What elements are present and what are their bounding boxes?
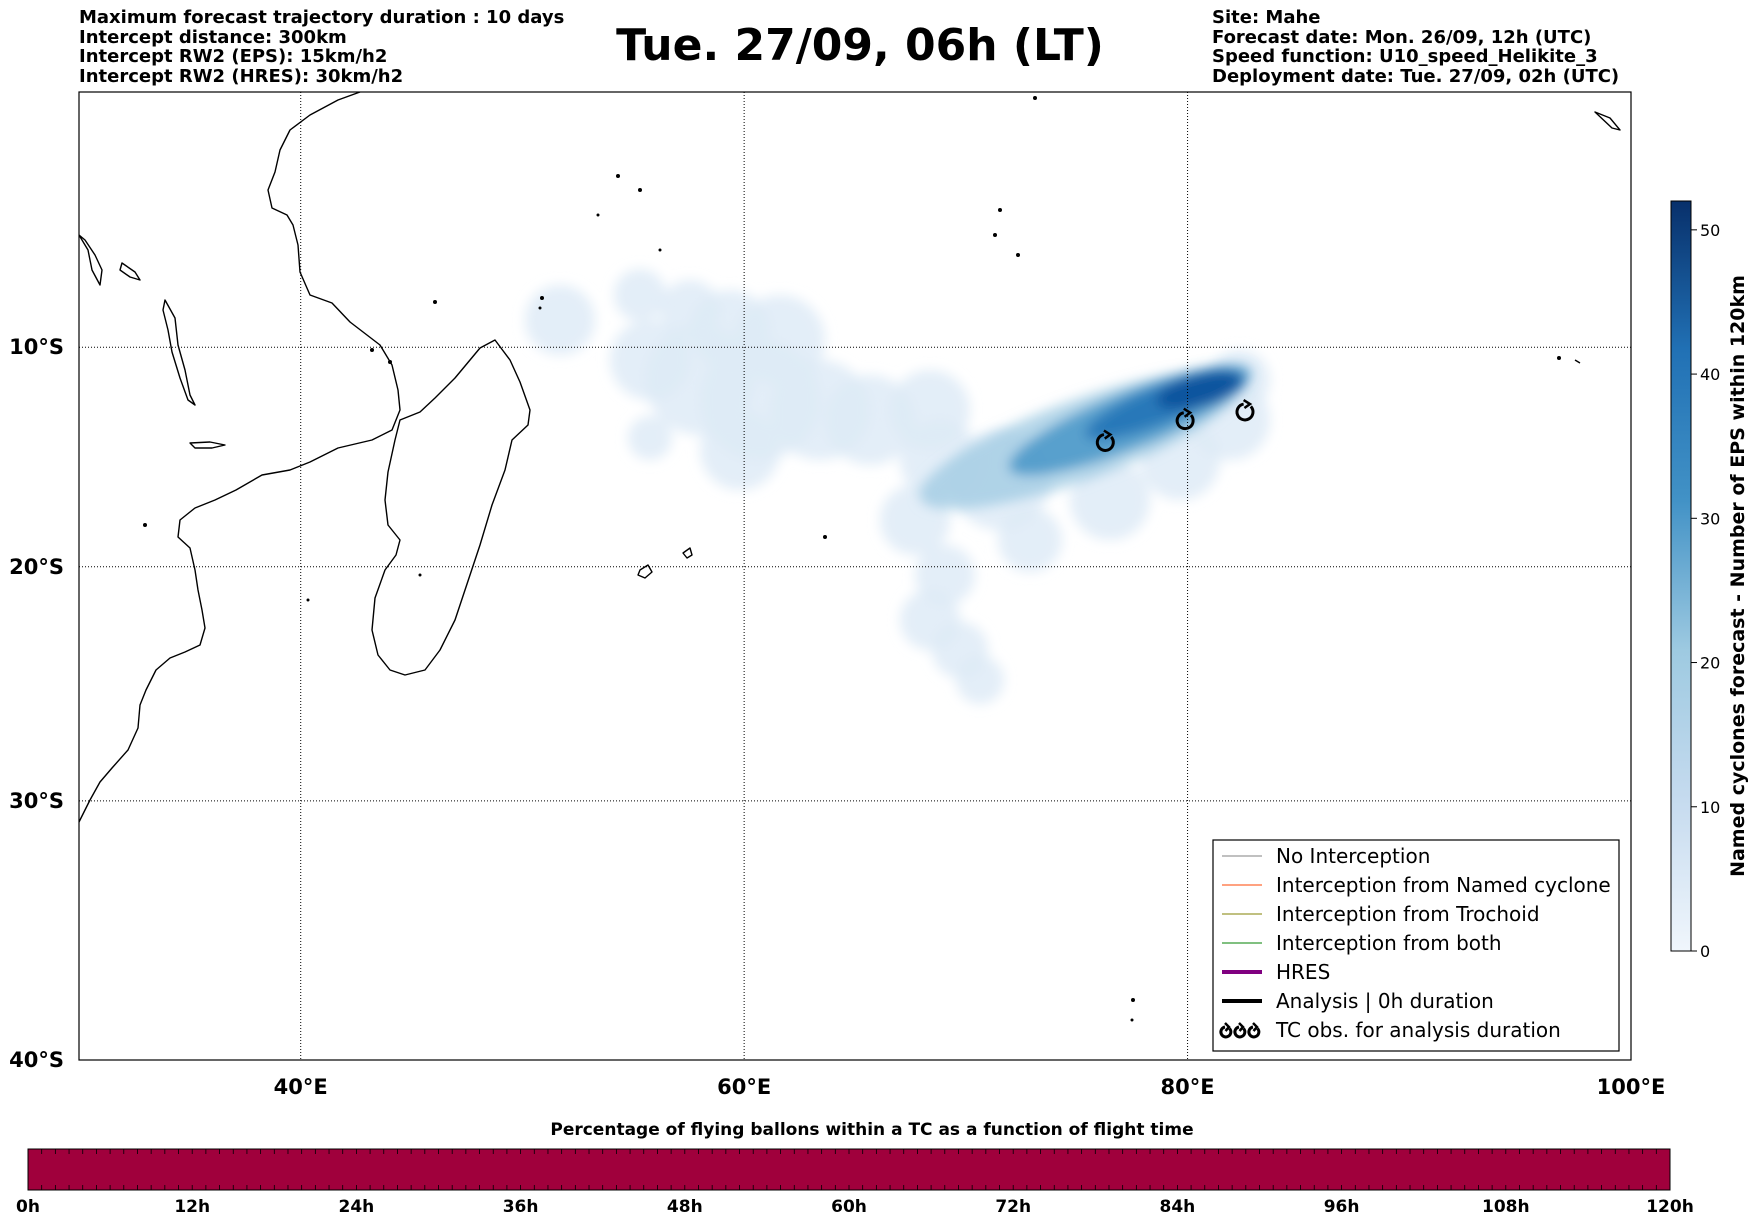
map-frame bbox=[78, 91, 1632, 1061]
intercept-distance-text: Intercept distance: 300km bbox=[79, 26, 347, 48]
legend: No Interception Interception from Named c… bbox=[1212, 839, 1620, 1052]
intercept-hres-text: Intercept RW2 (HRES): 30km/h2 bbox=[79, 65, 404, 87]
lon-label: 100°E bbox=[1597, 1075, 1666, 1099]
density-core bbox=[919, 364, 1251, 510]
legend-label: No Interception bbox=[1276, 844, 1430, 868]
coastline bbox=[79, 92, 1621, 823]
latitude-labels: 10°S 20°S 30°S 40°S bbox=[9, 335, 64, 1072]
lat-label: 30°S bbox=[9, 789, 64, 813]
flight-time-bar-ticks: 0h 12h 24h 36h 48h 60h 72h 84h 96h 108h 120h bbox=[16, 1197, 1694, 1217]
header-left: Maximum forecast trajectory duration : 1… bbox=[79, 8, 564, 86]
flight-time-bar-fill bbox=[27, 1148, 1671, 1191]
flight-time-bar-minor-ticks bbox=[27, 1149, 1671, 1190]
flight-time-tick-label: 48h bbox=[667, 1197, 703, 1217]
colorbar-tick-label: 0 bbox=[1700, 942, 1710, 961]
density-plume bbox=[525, 269, 1270, 704]
deployment-date-text: Deployment date: Tue. 27/09, 02h (UTC) bbox=[1212, 65, 1620, 87]
colorbar: 0 10 20 30 40 50 Named cyclones forecast - Nu… bbox=[1670, 200, 1749, 961]
flight-time-tick-label: 96h bbox=[1324, 1197, 1360, 1217]
flight-time-tick-label: 72h bbox=[995, 1197, 1031, 1217]
tc-obs-legend-icon bbox=[1219, 1022, 1233, 1039]
flight-time-bar: Percentage of flying ballons within a TC… bbox=[16, 1120, 1694, 1217]
lon-label: 80°E bbox=[1161, 1075, 1215, 1099]
flight-time-bar-title: Percentage of flying ballons within a TC… bbox=[550, 1120, 1193, 1140]
map-title: Tue. 27/09, 06h (LT) bbox=[616, 20, 1104, 71]
flight-time-tick-label: 0h bbox=[16, 1197, 40, 1217]
legend-label: Interception from both bbox=[1276, 931, 1502, 955]
lon-label: 40°E bbox=[274, 1075, 328, 1099]
lat-label: 20°S bbox=[9, 555, 64, 579]
legend-label: TC obs. for analysis duration bbox=[1275, 1018, 1561, 1042]
colorbar-tick-label: 20 bbox=[1700, 654, 1720, 673]
colorbar-tick-label: 40 bbox=[1700, 365, 1720, 384]
forecast-date-text: Forecast date: Mon. 26/09, 12h (UTC) bbox=[1212, 26, 1592, 48]
legend-label: HRES bbox=[1276, 960, 1330, 984]
longitude-labels: 40°E 60°E 80°E 100°E bbox=[274, 1075, 1666, 1099]
colorbar-tick-label: 30 bbox=[1700, 509, 1720, 528]
small-islands bbox=[143, 96, 1561, 1022]
tc-obs-markers bbox=[1095, 398, 1255, 452]
intercept-eps-text: Intercept RW2 (EPS): 15km/h2 bbox=[79, 46, 388, 67]
legend-box bbox=[1212, 839, 1620, 1052]
tc-obs-legend-icon bbox=[1247, 1022, 1261, 1039]
flight-time-tick-label: 12h bbox=[174, 1197, 210, 1217]
legend-label: Interception from Trochoid bbox=[1276, 902, 1540, 926]
colorbar-tick-label: 50 bbox=[1700, 221, 1720, 240]
gridlines bbox=[79, 92, 1631, 1060]
max-duration-text: Maximum forecast trajectory duration : 1… bbox=[79, 7, 565, 28]
colorbar-ticks: 0 10 20 30 40 50 bbox=[1691, 221, 1720, 961]
colorbar-label: Named cyclones forecast - Number of EPS … bbox=[1727, 275, 1749, 877]
tc-obs-icon bbox=[1235, 398, 1255, 422]
flight-time-tick-label: 84h bbox=[1160, 1197, 1196, 1217]
map-area bbox=[79, 92, 1631, 1060]
flight-time-tick-label: 36h bbox=[503, 1197, 539, 1217]
site-text: Site: Mahe bbox=[1212, 7, 1321, 28]
lat-label: 10°S bbox=[9, 335, 64, 359]
flight-time-tick-label: 120h bbox=[1646, 1197, 1694, 1217]
flight-time-tick-label: 24h bbox=[339, 1197, 375, 1217]
tc-obs-legend-icon bbox=[1233, 1022, 1247, 1039]
colorbar-gradient bbox=[1670, 200, 1692, 952]
header-right: Site: Mahe Forecast date: Mon. 26/09, 12… bbox=[1212, 8, 1619, 86]
lat-label: 40°S bbox=[9, 1048, 64, 1072]
legend-label: Interception from Named cyclone bbox=[1276, 873, 1611, 897]
tc-obs-icon bbox=[1175, 407, 1195, 431]
lon-label: 60°E bbox=[717, 1075, 771, 1099]
flight-time-tick-label: 108h bbox=[1482, 1197, 1530, 1217]
speed-function-text: Speed function: U10_speed_Helikite_3 bbox=[1212, 46, 1598, 67]
flight-time-tick-label: 60h bbox=[831, 1197, 867, 1217]
colorbar-tick-label: 10 bbox=[1700, 798, 1720, 817]
tc-obs-icon bbox=[1095, 429, 1115, 452]
legend-label: Analysis | 0h duration bbox=[1276, 989, 1494, 1013]
